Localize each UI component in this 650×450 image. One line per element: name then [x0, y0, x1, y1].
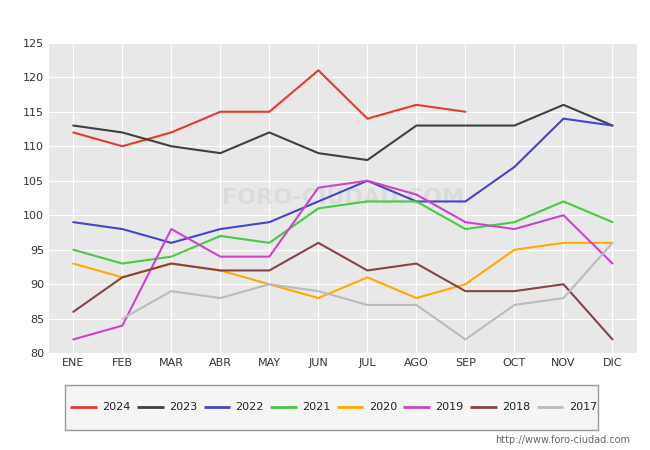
Text: 2023: 2023 — [169, 402, 197, 412]
Text: 2017: 2017 — [569, 402, 597, 412]
Text: 2019: 2019 — [436, 402, 463, 412]
FancyBboxPatch shape — [65, 385, 598, 430]
Text: 2022: 2022 — [235, 402, 264, 412]
Text: 2021: 2021 — [302, 402, 330, 412]
Text: 2020: 2020 — [369, 402, 397, 412]
Text: http://www.foro-ciudad.com: http://www.foro-ciudad.com — [495, 435, 630, 445]
Text: FORO-CIUDAD.COM: FORO-CIUDAD.COM — [222, 188, 464, 208]
Text: 2018: 2018 — [502, 402, 530, 412]
Text: Afiliados en Calvarrasa de Arriba a 30/9/2024: Afiliados en Calvarrasa de Arriba a 30/9… — [142, 13, 508, 27]
Text: 2024: 2024 — [102, 402, 131, 412]
